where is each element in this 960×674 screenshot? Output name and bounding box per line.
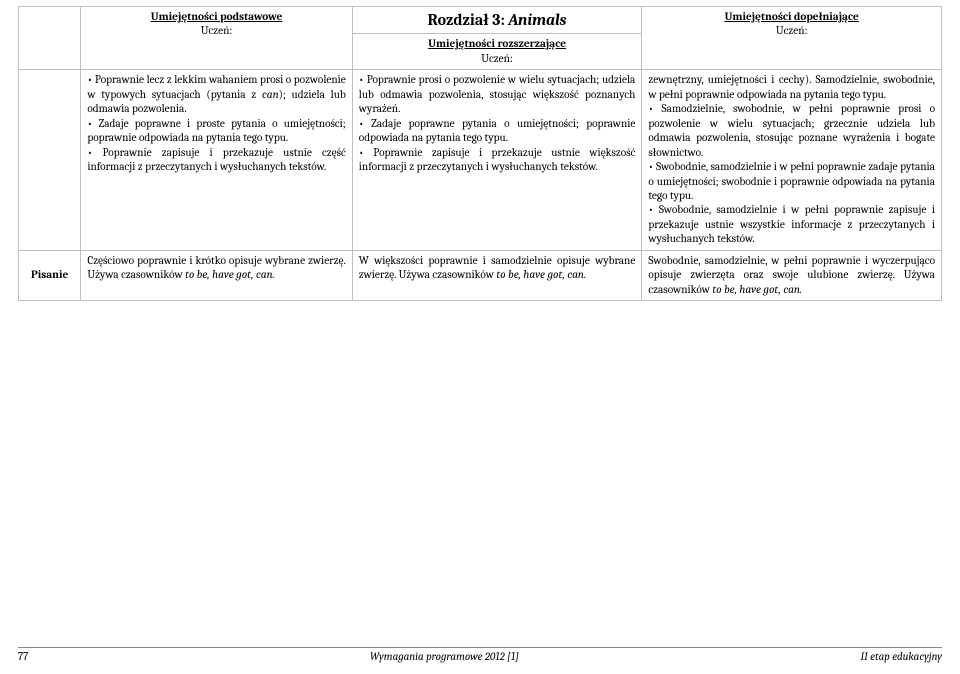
header-comp-sub: Uczeń: — [648, 24, 935, 38]
text-italic: to be, have got, can. — [712, 283, 802, 296]
header-ext-sub: Uczeń: — [359, 52, 636, 66]
text-italic: to be, have got, can. — [496, 268, 586, 281]
row2-comp: Swobodnie, samodzielnie, w pełni poprawn… — [642, 250, 942, 300]
row1-comp: zewnętrzny, umiejętności i cechy). Samod… — [642, 70, 942, 250]
header-basic: Umiejętności podstawowe Uczeń: — [81, 7, 352, 70]
text: • Poprawnie zapisuje i przekazuje ustnie… — [359, 146, 636, 175]
text: • Swobodnie, samodzielnie i w pełni popr… — [648, 160, 935, 203]
text: zewnętrzny, umiejętności i cechy). Samod… — [648, 73, 935, 102]
footer-page-number: 77 — [18, 650, 28, 664]
skills-table: Umiejętności podstawowe Uczeń: Rozdział … — [18, 6, 942, 301]
footer-right: II etap edukacyjny — [860, 650, 942, 664]
text-italic: to be, have got, can. — [185, 268, 275, 281]
header-ext: Umiejętności rozszerzające Uczeń: — [352, 34, 642, 70]
text-italic: can — [262, 88, 279, 101]
row1-basic: • Poprawnie lecz z lekkim wahaniem prosi… — [81, 70, 352, 250]
header-basic-title: Umiejętności podstawowe — [87, 10, 345, 24]
corner-empty — [19, 7, 81, 70]
row1-ext: • Poprawnie prosi o pozwolenie w wielu s… — [352, 70, 642, 250]
page-footer: 77 Wymagania programowe 2012 [1] II etap… — [18, 647, 942, 664]
text: • Swobodnie, samodzielnie i w pełni popr… — [648, 203, 935, 246]
row-label-pisanie: Pisanie — [19, 250, 81, 300]
table-row: Pisanie Częściowo poprawnie i krótko opi… — [19, 250, 942, 300]
text: • Zadaje poprawne i proste pytania o umi… — [87, 117, 345, 146]
text: • Samodzielnie, swobodnie, w pełni popra… — [648, 102, 935, 160]
chapter-title: Animals — [508, 11, 566, 29]
text: • Zadaje poprawne pytania o umiejętności… — [359, 117, 636, 146]
table-row: • Poprawnie lecz z lekkim wahaniem prosi… — [19, 70, 942, 250]
footer-center: Wymagania programowe 2012 [1] — [370, 650, 519, 664]
header-comp: Umiejętności dopełniające Uczeń: — [642, 7, 942, 70]
text: • Poprawnie zapisuje i przekazuje ustnie… — [87, 146, 345, 175]
row1-label-empty — [19, 70, 81, 250]
chapter-prefix: Rozdział 3: — [428, 11, 509, 29]
header-comp-title: Umiejętności dopełniające — [648, 10, 935, 24]
header-ext-title: Umiejętności rozszerzające — [359, 37, 636, 51]
row2-ext: W większości poprawnie i samodzielnie op… — [352, 250, 642, 300]
header-basic-sub: Uczeń: — [87, 24, 345, 38]
text: • Poprawnie prosi o pozwolenie w wielu s… — [359, 73, 636, 116]
row2-basic: Częściowo poprawnie i krótko opisuje wyb… — [81, 250, 352, 300]
chapter-title-cell: Rozdział 3: Animals — [352, 7, 642, 34]
